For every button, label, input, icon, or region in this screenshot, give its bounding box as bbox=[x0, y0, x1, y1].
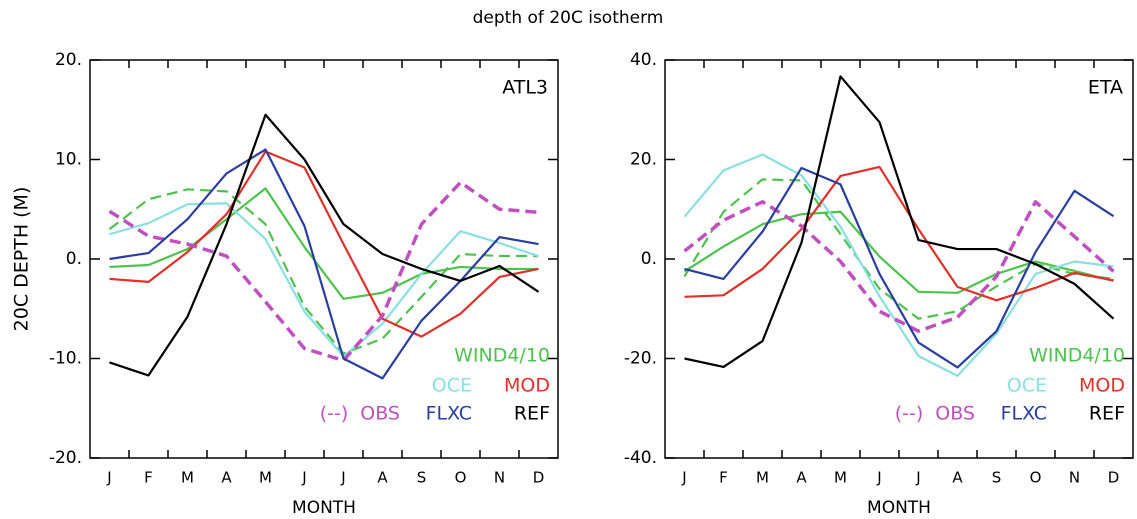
x-tick-label: F bbox=[144, 469, 153, 487]
x-tick-label: D bbox=[533, 469, 545, 487]
x-axis-label: MONTH bbox=[867, 498, 931, 518]
x-tick-label: M bbox=[181, 469, 194, 487]
series-line bbox=[683, 153, 1114, 378]
x-tick-label: A bbox=[377, 469, 388, 487]
y-tick-label: 20. bbox=[55, 50, 82, 70]
series-line bbox=[109, 150, 539, 338]
y-tick-label: -10. bbox=[49, 349, 82, 369]
x-tick-label: J bbox=[681, 469, 686, 487]
legend-line-style: (--) bbox=[895, 403, 924, 425]
x-tick-label: O bbox=[1030, 469, 1042, 487]
series-line bbox=[684, 75, 1115, 369]
series-line bbox=[683, 178, 1114, 320]
legend-label: WIND4/10 bbox=[454, 345, 550, 367]
x-tick-label: M bbox=[259, 469, 272, 487]
x-tick-label: M bbox=[756, 469, 769, 487]
x-tick-label: O bbox=[455, 469, 467, 487]
y-tick-label: 0. bbox=[66, 249, 82, 269]
x-tick-label: A bbox=[796, 469, 807, 487]
x-tick-label: J bbox=[301, 469, 306, 487]
y-tick-label: 10. bbox=[55, 150, 82, 170]
legend-label: OBS bbox=[935, 403, 975, 425]
plot-frame bbox=[89, 59, 559, 459]
legend-label: MOD bbox=[504, 375, 550, 397]
x-tick-label: J bbox=[876, 469, 881, 487]
x-tick-label: S bbox=[417, 469, 427, 487]
x-tick-label: A bbox=[952, 469, 963, 487]
legend-label: FLXC bbox=[426, 403, 472, 425]
legend-label: WIND4/10 bbox=[1029, 345, 1125, 367]
x-tick-label: N bbox=[494, 469, 505, 487]
series-line bbox=[684, 165, 1114, 302]
x-tick-label: M bbox=[834, 469, 847, 487]
legend-label: OCE bbox=[432, 375, 472, 397]
x-tick-label: S bbox=[992, 469, 1002, 487]
y-tick-label: 20. bbox=[630, 150, 657, 170]
chart-title: depth of 20C isotherm bbox=[473, 8, 664, 28]
legend-label: OCE bbox=[1007, 375, 1047, 397]
series-line bbox=[684, 166, 1115, 369]
x-axis-label: MONTH bbox=[292, 498, 356, 518]
legend-label: REF bbox=[514, 403, 550, 425]
series-line bbox=[108, 180, 539, 363]
plot-frame bbox=[664, 59, 1134, 459]
x-tick-label: F bbox=[719, 469, 728, 487]
series-line bbox=[108, 188, 539, 355]
x-tick-label: A bbox=[221, 469, 232, 487]
x-tick-label: N bbox=[1069, 469, 1080, 487]
y-tick-label: -40. bbox=[624, 448, 657, 468]
series-line bbox=[109, 113, 540, 377]
y-tick-label: -20. bbox=[624, 349, 657, 369]
x-tick-label: J bbox=[915, 469, 920, 487]
y-tick-label: -20. bbox=[49, 448, 82, 468]
series-line bbox=[683, 200, 1115, 333]
series-line bbox=[109, 148, 539, 380]
legend-label: REF bbox=[1089, 403, 1125, 425]
x-tick-label: J bbox=[106, 469, 111, 487]
panel-label: ATL3 bbox=[502, 77, 548, 99]
y-tick-label: 0. bbox=[641, 249, 657, 269]
series-line bbox=[109, 187, 539, 300]
x-tick-label: D bbox=[1108, 469, 1120, 487]
series-line bbox=[109, 202, 539, 358]
legend-label: MOD bbox=[1079, 375, 1125, 397]
x-tick-label: J bbox=[340, 469, 345, 487]
panel-label: ETA bbox=[1088, 77, 1123, 99]
y-tick-label: 40. bbox=[630, 50, 657, 70]
legend-line-style: (--) bbox=[320, 403, 349, 425]
y-axis-label: 20C DEPTH (M) bbox=[11, 187, 33, 332]
legend-label: FLXC bbox=[1001, 403, 1047, 425]
legend-label: OBS bbox=[360, 403, 400, 425]
series-line bbox=[683, 210, 1114, 294]
